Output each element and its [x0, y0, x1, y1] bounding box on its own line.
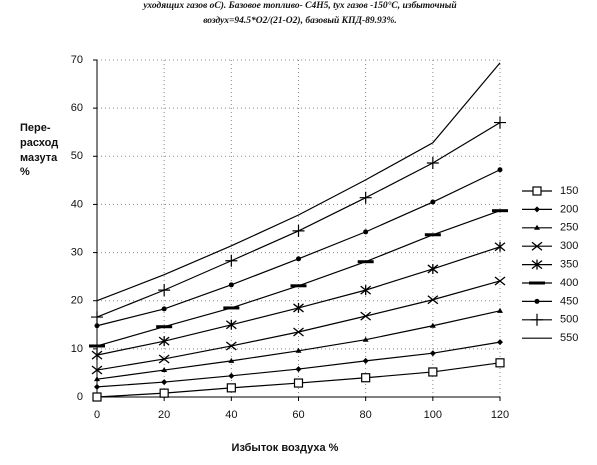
- title-line: уходящих газов оС). Базовое топливо- С4Н…: [142, 0, 456, 11]
- y-tick-label: 20: [71, 295, 83, 307]
- marker: [91, 365, 103, 375]
- legend-label: 300: [560, 240, 578, 252]
- marker: [532, 186, 542, 196]
- marker: [359, 191, 372, 204]
- marker: [226, 383, 236, 393]
- marker: [161, 379, 168, 386]
- y-axis-label: расход: [20, 137, 58, 149]
- marker: [534, 298, 540, 304]
- marker: [94, 323, 100, 329]
- marker: [494, 241, 506, 252]
- marker: [529, 281, 545, 285]
- marker: [429, 350, 436, 357]
- marker: [225, 319, 237, 330]
- marker: [428, 367, 438, 377]
- legend-label: 500: [560, 314, 578, 326]
- marker: [497, 339, 503, 346]
- x-tick-label: 80: [360, 409, 372, 421]
- y-axis-label: Пере-: [20, 122, 51, 134]
- marker: [290, 284, 307, 288]
- legend-label: 250: [560, 222, 578, 234]
- legend-label: 450: [560, 295, 578, 307]
- marker: [296, 256, 301, 262]
- series-line: [96, 169, 501, 327]
- y-tick-label: 60: [71, 102, 83, 114]
- marker: [156, 325, 173, 329]
- marker: [360, 311, 372, 321]
- marker: [94, 383, 100, 390]
- marker: [158, 284, 171, 297]
- marker: [363, 229, 369, 235]
- marker: [531, 241, 543, 251]
- marker: [362, 357, 369, 364]
- marker: [225, 254, 238, 267]
- x-tick-label: 20: [158, 409, 170, 421]
- marker: [361, 373, 371, 383]
- marker: [494, 276, 506, 286]
- title-line: воздух=94.5*О2/(21-О2), базовый КПД-89.9…: [203, 15, 397, 26]
- legend-label: 350: [560, 259, 578, 271]
- marker: [158, 336, 170, 347]
- x-tick-label: 100: [424, 409, 442, 421]
- marker: [531, 313, 543, 326]
- marker: [161, 306, 167, 312]
- marker: [225, 341, 237, 351]
- y-tick-label: 10: [71, 343, 83, 355]
- y-axis-label: %: [20, 166, 30, 178]
- legend-label: 400: [560, 277, 578, 289]
- series-line: [96, 62, 501, 302]
- marker: [94, 376, 100, 382]
- y-tick-label: 40: [71, 198, 83, 210]
- marker: [531, 259, 543, 270]
- marker: [158, 354, 170, 364]
- marker: [430, 199, 436, 205]
- marker: [534, 224, 540, 230]
- marker: [360, 285, 372, 296]
- y-axis-label: мазута: [20, 152, 58, 164]
- marker: [427, 263, 439, 274]
- marker: [293, 327, 304, 337]
- marker: [161, 367, 168, 373]
- marker: [362, 336, 369, 342]
- y-tick-label: 0: [77, 391, 83, 403]
- marker: [228, 372, 235, 379]
- marker: [293, 378, 304, 388]
- marker: [495, 358, 505, 368]
- marker: [91, 311, 103, 324]
- marker: [427, 295, 439, 305]
- x-tick-label: 40: [225, 409, 237, 421]
- marker: [357, 260, 374, 264]
- marker: [424, 233, 441, 237]
- x-tick-label: 0: [94, 409, 100, 421]
- marker: [497, 167, 503, 173]
- marker: [295, 366, 302, 373]
- x-axis-label: Избыток воздуха %: [232, 442, 339, 454]
- marker: [223, 306, 240, 310]
- marker: [159, 388, 169, 398]
- marker: [228, 357, 235, 363]
- marker: [429, 322, 436, 328]
- marker: [292, 224, 305, 237]
- marker: [293, 302, 304, 313]
- legend-label: 150: [560, 185, 578, 197]
- marker: [295, 347, 302, 353]
- x-tick-label: 120: [491, 409, 509, 421]
- y-tick-label: 70: [71, 54, 83, 66]
- marker: [426, 157, 439, 170]
- x-tick-label: 60: [292, 409, 304, 421]
- marker: [91, 350, 103, 361]
- legend-label: 200: [560, 203, 578, 215]
- legend-label: 550: [560, 332, 578, 344]
- marker: [92, 392, 102, 402]
- series-line: [96, 122, 501, 318]
- marker: [89, 344, 105, 348]
- marker: [534, 206, 540, 213]
- y-tick-label: 50: [71, 150, 83, 162]
- marker: [492, 209, 508, 213]
- marker: [494, 116, 506, 129]
- marker: [497, 307, 503, 313]
- marker: [228, 282, 234, 288]
- y-tick-label: 30: [71, 246, 83, 258]
